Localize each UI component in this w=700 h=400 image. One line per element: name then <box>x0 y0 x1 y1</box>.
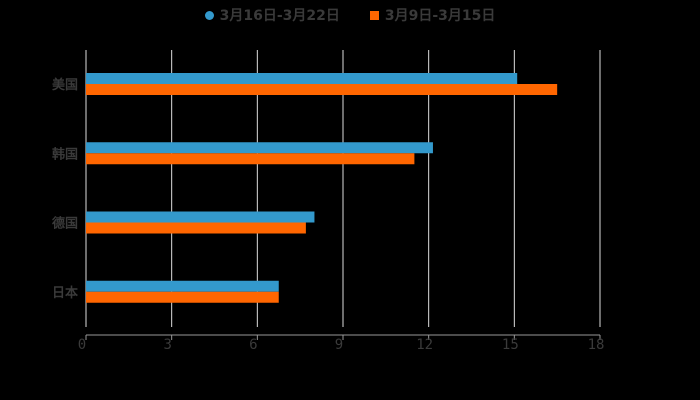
x-tick-label: 18 <box>588 337 605 353</box>
legend-item-series-2[interactable]: 3月9日-3月15日 <box>369 5 496 25</box>
y-category-label: 德国 <box>52 216 78 232</box>
bar <box>86 222 306 234</box>
bar <box>86 211 315 223</box>
x-tick-label: 6 <box>249 337 257 353</box>
x-tick-label: 0 <box>78 337 86 353</box>
legend-item-series-1[interactable]: 3月16日-3月22日 <box>204 5 340 25</box>
bar <box>86 291 279 303</box>
bar <box>86 142 433 154</box>
bar <box>86 73 518 84</box>
legend-marker-square-icon <box>369 10 379 20</box>
bar <box>86 153 415 165</box>
y-category-label: 日本 <box>52 285 78 301</box>
legend-label: 3月16日-3月22日 <box>219 8 340 24</box>
chart-legend: 3月16日-3月22日 3月9日-3月15日 <box>0 5 700 25</box>
x-tick-label: 9 <box>335 337 343 353</box>
x-tick-label: 12 <box>416 337 433 353</box>
bar <box>86 84 558 95</box>
y-category-label: 美国 <box>52 77 78 93</box>
legend-label: 3月9日-3月15日 <box>384 8 496 24</box>
y-category-label: 韩国 <box>52 146 78 162</box>
x-tick-label: 3 <box>163 337 171 353</box>
bar <box>86 280 279 292</box>
x-tick-label: 15 <box>502 337 519 353</box>
legend-marker-circle-icon <box>204 10 214 20</box>
